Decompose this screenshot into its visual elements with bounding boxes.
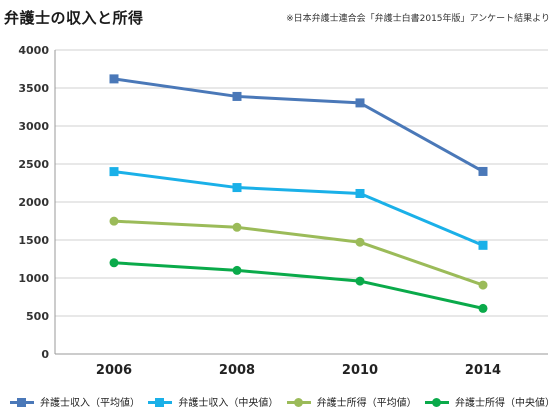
y-tick-label: 3500 xyxy=(18,82,49,95)
legend-label: 弁護士所得（平均値） xyxy=(316,398,417,409)
y-tick-label: 3000 xyxy=(18,120,49,133)
data-point-circle xyxy=(478,303,488,313)
data-point-square xyxy=(109,74,119,84)
source-note: ※日本弁護士連合会「弁護士白書2015年版」アンケート結果より xyxy=(286,14,550,24)
series-group xyxy=(109,167,488,250)
series-line xyxy=(113,219,484,287)
data-point-circle xyxy=(478,280,488,290)
legend-item: 弁護士所得（平均値） xyxy=(286,394,417,409)
x-tick-label: 2006 xyxy=(96,363,132,378)
legend-swatch-icon xyxy=(148,396,173,408)
legend-item: 弁護士所得（中央値） xyxy=(424,394,555,409)
x-tick-label: 2008 xyxy=(219,363,255,378)
legend-label: 弁護士所得（中央値） xyxy=(454,398,555,409)
y-tick-label: 1500 xyxy=(18,234,49,247)
data-point-circle xyxy=(355,276,365,286)
data-point-circle xyxy=(232,265,242,275)
series-line xyxy=(113,77,484,173)
data-point-square xyxy=(478,240,488,250)
series-line xyxy=(113,170,484,247)
data-point-circle xyxy=(109,258,119,268)
y-tick-label: 2500 xyxy=(18,158,49,171)
data-point-square xyxy=(478,166,488,176)
y-tick-label: 500 xyxy=(26,310,49,323)
x-tick-label: 2010 xyxy=(342,363,378,378)
data-point-square xyxy=(355,188,365,198)
series-line xyxy=(113,261,484,310)
data-point-circle xyxy=(232,222,242,232)
legend-label: 弁護士収入（中央値） xyxy=(178,398,279,409)
series-group xyxy=(109,74,488,176)
y-tick-label: 0 xyxy=(41,348,49,361)
chart-title: 弁護士の収入と所得 xyxy=(4,9,144,27)
data-point-square xyxy=(109,167,119,177)
y-tick-label: 4000 xyxy=(18,44,49,57)
legend-swatch-icon xyxy=(286,396,311,408)
data-point-square xyxy=(232,183,242,193)
x-tick-label: 2014 xyxy=(465,363,501,378)
data-point-circle xyxy=(109,216,119,226)
data-point-circle xyxy=(355,237,365,247)
legend-label: 弁護士収入（平均値） xyxy=(40,398,140,409)
y-tick-label: 2000 xyxy=(18,196,49,209)
chart-legend: 弁護士収入（平均値） 弁護士収入（中央値） 弁護士所得（平均値） 弁護士所得（中… xyxy=(10,394,555,409)
legend-item: 弁護士収入（平均値） xyxy=(10,394,140,409)
y-tick-label: 1000 xyxy=(18,272,49,285)
data-point-square xyxy=(355,98,365,108)
legend-swatch-icon xyxy=(424,396,449,408)
data-point-square xyxy=(232,91,242,101)
legend-swatch-icon xyxy=(10,396,34,408)
series-group xyxy=(109,258,488,313)
series-group xyxy=(109,216,488,290)
legend-item: 弁護士収入（中央値） xyxy=(148,394,278,409)
